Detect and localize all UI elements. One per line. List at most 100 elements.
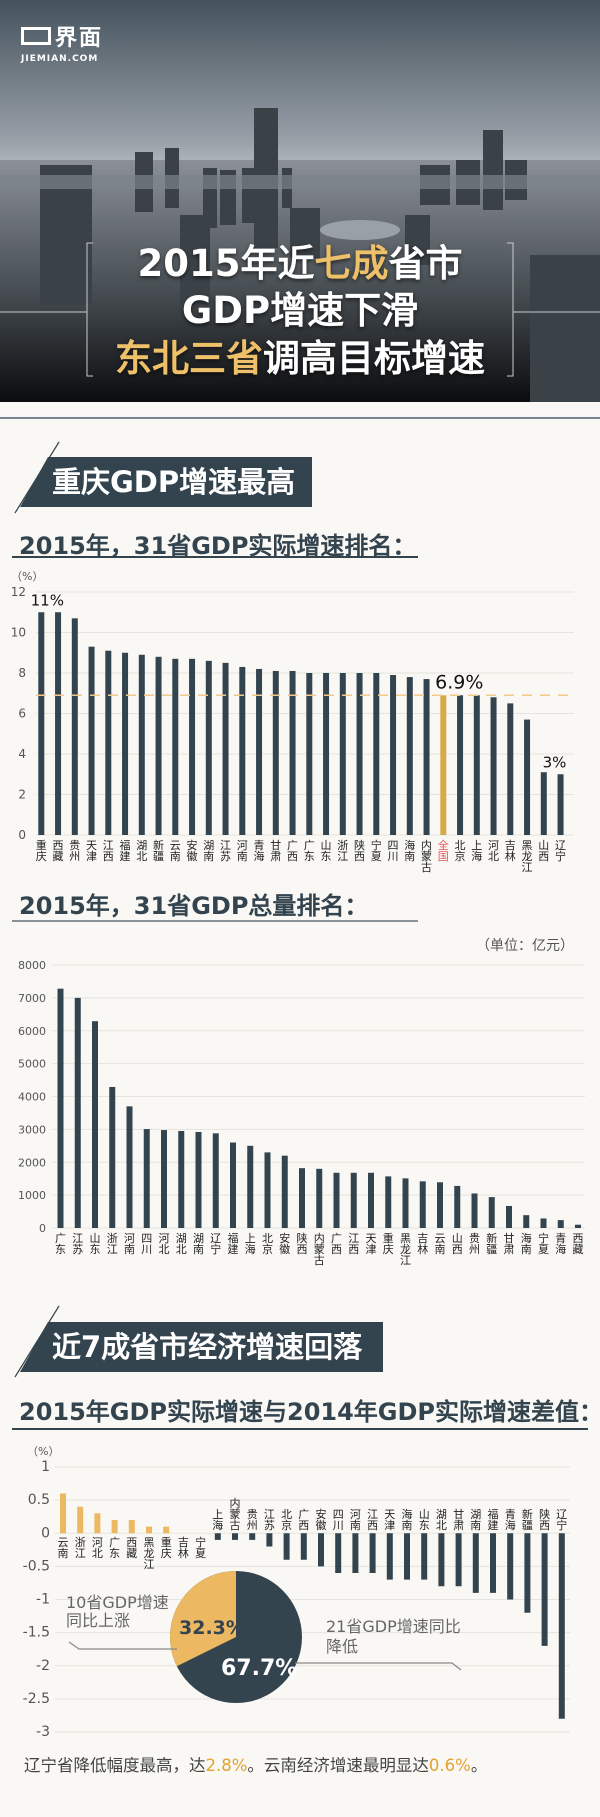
bar-湖南 xyxy=(205,660,212,835)
x-tick-label: 河 xyxy=(488,839,499,852)
banner-slash-decoration xyxy=(14,1305,60,1378)
y-tick-label: 6000 xyxy=(18,1025,46,1038)
bar-江苏 xyxy=(266,1533,273,1547)
y-tick-label: 3000 xyxy=(18,1123,46,1136)
bar-广西 xyxy=(289,670,296,835)
jiemian-logo[interactable]: 界面 JIEMIAN.COM xyxy=(21,20,103,64)
y-tick-label: -1 xyxy=(36,1592,50,1608)
bar-北京 xyxy=(264,1152,271,1228)
x-tick-label: 海 xyxy=(404,838,415,852)
x-tick-label: 东 xyxy=(90,1243,101,1256)
subtitle-underline xyxy=(12,920,418,922)
x-tick-label: 江 xyxy=(348,1232,359,1245)
bar-湖北 xyxy=(178,1131,185,1228)
bar-浙江 xyxy=(109,1086,116,1228)
x-tick-label: 安 xyxy=(187,838,198,852)
bar-青海 xyxy=(557,1220,564,1228)
pie-slice-rise xyxy=(169,1571,236,1667)
x-tick-label: 古 xyxy=(230,1519,241,1532)
bar-上海 xyxy=(214,1533,221,1540)
headline-line-1: 2015年近七成省市 xyxy=(0,242,600,286)
bar-西藏 xyxy=(128,1520,135,1534)
y-axis-unit: （%） xyxy=(27,1445,59,1458)
bar-四川 xyxy=(335,1533,342,1573)
x-tick-label: 东 xyxy=(304,850,315,863)
x-tick-label: 湖 xyxy=(470,1508,481,1521)
x-tick-label: 海 xyxy=(471,849,482,863)
bar-广东 xyxy=(111,1520,118,1534)
x-tick-label: 南 xyxy=(203,850,214,863)
subtitle-growth-difference: 2015年GDP实际增速与2014年GDP实际增速差值： xyxy=(19,1398,600,1426)
subtitle-underline xyxy=(12,556,418,558)
header-banner-image: 界面 JIEMIAN.COM 2015年近七成省市 GDP增速下滑 东北三省调高… xyxy=(0,0,600,402)
x-tick-label: 西 xyxy=(287,850,298,863)
bar-山西 xyxy=(454,1185,461,1228)
x-tick-label: 海 xyxy=(555,1242,566,1256)
bar-湖北 xyxy=(438,1533,445,1587)
y-tick-label: 8 xyxy=(18,666,26,680)
x-tick-label: 西 xyxy=(298,1519,309,1532)
x-tick-label: 南 xyxy=(350,1519,361,1532)
bar-广东 xyxy=(57,988,64,1228)
x-tick-label: 西 xyxy=(573,1232,584,1245)
x-tick-label: 徽 xyxy=(187,849,198,863)
logo-mark-icon xyxy=(21,27,51,45)
bar-贵州 xyxy=(249,1533,256,1540)
bar-上海 xyxy=(247,1145,254,1228)
pie-callout-rise: 10省GDP增速 xyxy=(66,1593,169,1612)
x-tick-label: 古 xyxy=(421,861,432,874)
x-tick-label: 海 xyxy=(521,1231,532,1245)
bar-陕西 xyxy=(299,1168,305,1228)
x-tick-label: 林 xyxy=(505,849,516,863)
bar-河南 xyxy=(126,1106,133,1228)
x-tick-label: 吉 xyxy=(505,839,516,852)
bar-青海 xyxy=(256,668,263,835)
x-tick-label: 南 xyxy=(170,850,181,863)
x-tick-label: 北 xyxy=(262,1232,273,1245)
x-tick-label: 全 xyxy=(438,838,449,852)
x-tick-label: 肃 xyxy=(504,1243,515,1256)
unit-note: （单位：亿元） xyxy=(476,938,574,954)
y-tick-label: -3 xyxy=(36,1724,50,1740)
x-tick-label: 州 xyxy=(247,1519,258,1532)
bar-湖南 xyxy=(195,1132,202,1228)
footer-text: 辽宁省降低幅度最高，达 xyxy=(24,1756,206,1775)
bar-安徽 xyxy=(189,658,196,835)
headline-line-3: 东北三省调高目标增速 xyxy=(0,337,600,381)
pie-leader-line xyxy=(68,1641,177,1650)
pie-label-fall-percent: 67.7% xyxy=(221,1656,297,1681)
x-tick-label: 西 xyxy=(452,1243,463,1256)
x-tick-label: 川 xyxy=(141,1243,152,1256)
x-tick-label: 肃 xyxy=(453,1519,464,1532)
x-tick-label: 海 xyxy=(505,1518,516,1532)
x-tick-label: 甘 xyxy=(453,1508,464,1521)
bar-贵州 xyxy=(71,618,78,835)
x-tick-label: 黑 xyxy=(144,1536,155,1549)
x-tick-label: 宁 xyxy=(555,849,566,863)
bar-四川 xyxy=(390,675,397,835)
bar-四川 xyxy=(143,1129,150,1228)
x-tick-label: 疆 xyxy=(153,850,164,863)
y-tick-label: 10 xyxy=(11,626,26,640)
bar-山东 xyxy=(323,673,330,835)
x-tick-label: 西 xyxy=(348,1243,359,1256)
x-tick-label: 海 xyxy=(402,1507,413,1521)
y-tick-label: 0 xyxy=(39,1222,46,1235)
y-tick-label: 0 xyxy=(18,828,26,842)
pie-callout-rise: 同比上涨 xyxy=(66,1611,130,1630)
x-tick-label: 山 xyxy=(452,1232,463,1245)
bar-北京 xyxy=(283,1533,290,1560)
bar-重庆 xyxy=(163,1526,170,1534)
x-tick-label: 河 xyxy=(92,1536,103,1549)
x-tick-label: 内 xyxy=(314,1231,325,1245)
headline-highlight: 七成 xyxy=(314,242,389,285)
pie-label-rise-percent: 32.3% xyxy=(179,1617,245,1639)
x-tick-label: 浙 xyxy=(337,839,348,852)
x-tick-label: 蒙 xyxy=(230,1508,241,1521)
pie-callout-fall: 降低 xyxy=(326,1637,358,1656)
bar-新疆 xyxy=(524,1533,531,1613)
x-tick-label: 重 xyxy=(383,1231,394,1245)
x-tick-label: 东 xyxy=(55,1243,66,1256)
x-tick-label: 青 xyxy=(254,839,265,852)
bar-云南 xyxy=(60,1493,66,1534)
